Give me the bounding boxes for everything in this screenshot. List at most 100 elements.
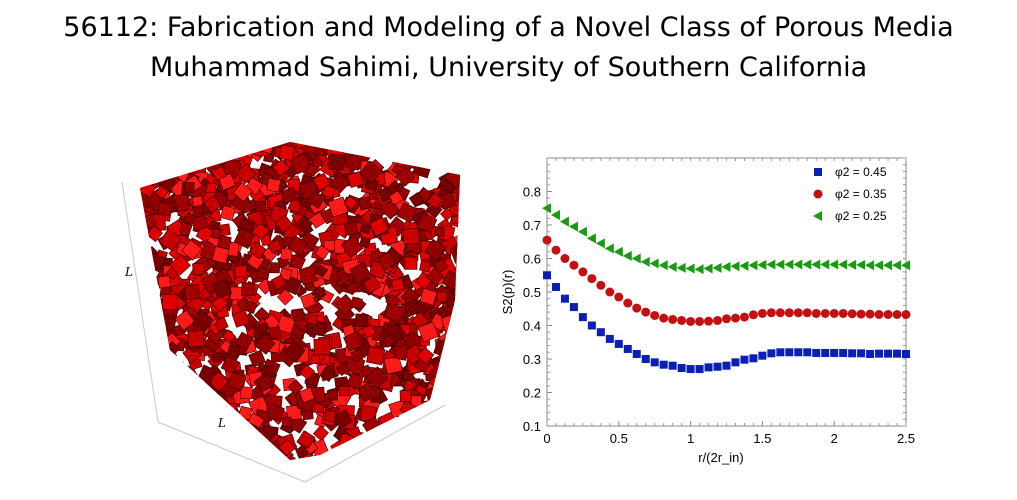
particle (457, 307, 460, 324)
data-point-series-1 (605, 287, 615, 297)
particle (404, 331, 423, 351)
particle (140, 290, 146, 308)
particle (157, 275, 171, 289)
particle (158, 313, 177, 333)
data-point-series-1 (614, 292, 624, 302)
particle (395, 166, 416, 187)
particle (191, 195, 204, 207)
particle (391, 278, 405, 292)
data-point-series-0 (839, 348, 848, 357)
particle (212, 279, 233, 299)
particle (463, 333, 480, 350)
particle (361, 142, 376, 158)
particle (247, 440, 258, 451)
particle (153, 457, 174, 460)
particle (384, 457, 402, 460)
particle (188, 406, 202, 420)
particle (464, 228, 480, 247)
particle (295, 445, 309, 459)
particle (295, 215, 314, 234)
particle (140, 400, 151, 421)
particle (287, 198, 303, 214)
particle (154, 185, 169, 200)
data-point-series-1 (829, 308, 839, 318)
particle (168, 361, 190, 383)
data-point-series-2 (838, 259, 848, 270)
particle (146, 327, 165, 346)
data-points (542, 203, 911, 374)
data-point-series-2 (586, 233, 596, 244)
particle (464, 283, 480, 304)
cube-axes (121, 181, 446, 483)
particle (151, 363, 172, 384)
data-point-series-0 (569, 303, 578, 312)
particle (463, 460, 479, 476)
particle (203, 459, 220, 460)
data-point-series-0 (659, 360, 668, 369)
particle (216, 142, 236, 161)
particle (314, 244, 330, 260)
particle (312, 462, 330, 480)
particle (447, 382, 460, 398)
particle (446, 151, 460, 167)
particle (355, 143, 370, 157)
particle (387, 144, 409, 166)
particle (419, 260, 432, 273)
particle (262, 365, 276, 380)
particle (417, 411, 434, 427)
particle (224, 432, 244, 452)
particle (158, 228, 182, 252)
particle (227, 371, 247, 391)
particle (464, 273, 480, 295)
particle (234, 331, 254, 351)
particle (287, 379, 304, 396)
particle (403, 299, 422, 318)
particle (173, 365, 190, 382)
data-point-series-2 (703, 263, 713, 274)
particle (224, 142, 242, 150)
data-point-series-0 (830, 348, 839, 357)
data-point-series-0 (875, 349, 884, 358)
particle (299, 387, 315, 404)
particle (412, 143, 431, 161)
y-tick-label: 0.8 (523, 185, 541, 200)
particle (467, 205, 480, 222)
data-point-series-2 (613, 246, 623, 257)
particle (296, 430, 316, 449)
particle (171, 142, 188, 156)
particle (140, 239, 147, 253)
particle (395, 459, 410, 460)
particle (180, 381, 194, 395)
particle (408, 191, 425, 208)
particle (463, 273, 476, 286)
data-point-series-1 (847, 309, 857, 319)
particle (190, 158, 207, 175)
particle (187, 453, 207, 460)
particle (369, 142, 383, 152)
particle (140, 391, 151, 414)
data-point-series-2 (622, 250, 632, 261)
particle (164, 445, 178, 460)
particle (368, 449, 388, 460)
particle (238, 405, 253, 421)
particle (178, 414, 195, 430)
data-point-series-1 (802, 308, 812, 318)
particle (417, 321, 439, 343)
particle (140, 315, 154, 331)
particle (142, 321, 162, 341)
particle (383, 301, 406, 324)
particle (211, 294, 229, 313)
particle (446, 142, 460, 155)
data-point-series-0 (578, 313, 587, 322)
data-point-series-2 (811, 259, 821, 270)
particle (140, 310, 154, 330)
x-axis-label: r/(2r_in) (698, 450, 744, 465)
particle (327, 390, 338, 401)
particle (189, 419, 205, 435)
particle (390, 451, 410, 460)
particle (190, 414, 208, 433)
particle (404, 256, 418, 270)
particle (249, 241, 267, 260)
particle (322, 184, 336, 199)
particle (242, 440, 256, 455)
